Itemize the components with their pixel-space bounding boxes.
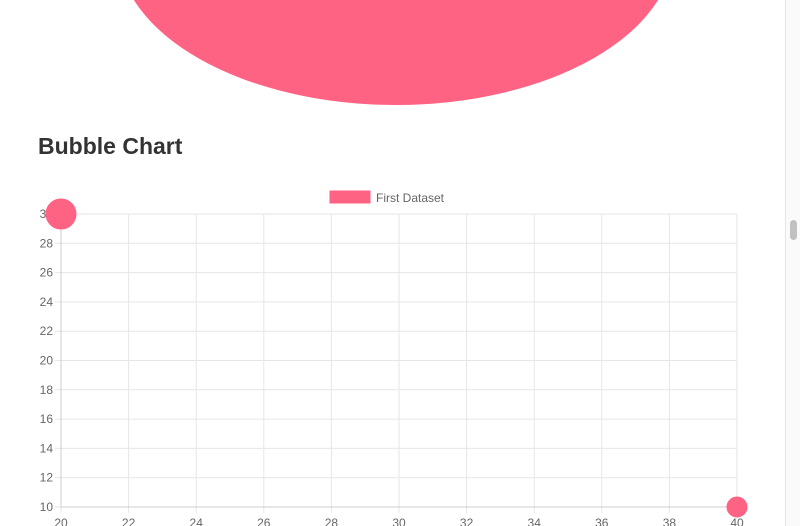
chart-grid <box>55 213 738 513</box>
large-bubble <box>118 0 674 105</box>
x-tick-label: 36 <box>595 516 609 526</box>
x-tick-label: 38 <box>663 516 677 526</box>
data-series <box>45 198 748 518</box>
x-tick-label: 32 <box>460 516 474 526</box>
y-tick-label: 22 <box>40 324 54 338</box>
vertical-scrollbar[interactable] <box>785 0 800 526</box>
bubble-point[interactable] <box>726 496 748 518</box>
y-tick-label: 24 <box>40 295 54 309</box>
y-tick-label: 18 <box>40 383 54 397</box>
bubble-chart: First Dataset 1012141618202224262830 202… <box>40 190 748 526</box>
x-tick-label: 28 <box>325 516 339 526</box>
x-tick-label: 30 <box>392 516 406 526</box>
x-tick-label: 20 <box>54 516 68 526</box>
bubble-point[interactable] <box>45 198 77 230</box>
y-tick-label: 12 <box>40 471 54 485</box>
x-axis: 20 22 24 26 28 30 32 34 36 38 40 <box>54 516 744 526</box>
legend-swatch <box>329 190 371 204</box>
y-tick-label: 20 <box>40 354 54 368</box>
chart-legend[interactable]: First Dataset <box>329 190 445 205</box>
y-tick-label: 16 <box>40 412 54 426</box>
y-tick-label: 26 <box>40 266 54 280</box>
scrollbar-thumb[interactable] <box>790 220 797 240</box>
y-tick-label: 14 <box>40 441 54 455</box>
x-tick-label: 26 <box>257 516 271 526</box>
section-heading: Bubble Chart <box>38 133 183 159</box>
legend-label: First Dataset <box>376 191 445 205</box>
x-tick-label: 40 <box>730 516 744 526</box>
x-tick-label: 24 <box>190 516 204 526</box>
x-tick-label: 34 <box>528 516 542 526</box>
y-tick-label: 10 <box>40 500 54 514</box>
y-axis: 1012141618202224262830 <box>40 207 54 514</box>
y-tick-label: 28 <box>40 236 54 250</box>
x-tick-label: 22 <box>122 516 136 526</box>
